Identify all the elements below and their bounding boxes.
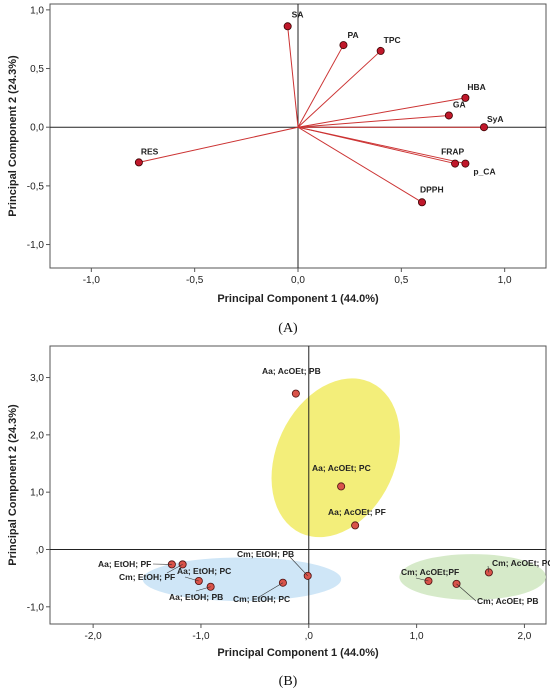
- y-tick-label: -0,5: [27, 181, 45, 192]
- sample-label: Aa; AcOEt; PF: [328, 507, 386, 517]
- variable-label: HBA: [467, 82, 485, 92]
- cluster-ellipse: [271, 378, 400, 538]
- variable-point: [451, 159, 460, 168]
- sample-point: [424, 577, 433, 586]
- cluster-ellipse: [399, 554, 546, 600]
- sample-label: Cm; EtOH; PF: [119, 572, 175, 582]
- sample-point: [291, 389, 300, 398]
- variable-point: [376, 46, 385, 55]
- leader-line: [195, 586, 211, 592]
- x-tick-label: 0,5: [394, 275, 408, 286]
- variable-label: TPC: [384, 35, 401, 45]
- y-axis-title: Principal Component 2 (24.3%): [7, 55, 19, 217]
- variable-point: [461, 159, 470, 168]
- sample-point: [194, 577, 203, 586]
- cluster-ellipse: [142, 557, 342, 602]
- x-tick-label: ,0: [305, 631, 314, 642]
- y-tick-label: -1,0: [27, 602, 45, 613]
- y-tick-label: 1,0: [30, 488, 44, 499]
- x-tick-label: -1,0: [192, 631, 210, 642]
- x-tick-label: 1,0: [410, 631, 424, 642]
- y-tick-label: 1,0: [30, 5, 44, 16]
- loading-vector: [297, 97, 466, 128]
- y-axis-title: Principal Component 2 (24.3%): [7, 404, 19, 566]
- leader-line: [166, 564, 183, 574]
- variable-point: [339, 41, 348, 50]
- sample-label: Cm; EtOH; PB: [237, 549, 294, 559]
- sample-label: Cm; AcOEt; PB: [477, 596, 539, 606]
- x-tick-label: -1,0: [83, 275, 101, 286]
- variable-label: RES: [141, 146, 159, 156]
- panel-caption: (B): [279, 674, 298, 689]
- sample-label: Aa; AcOEt; PC: [312, 463, 371, 473]
- loading-vector: [297, 44, 344, 128]
- loading-vector: [297, 50, 382, 128]
- variable-label: GA: [453, 99, 466, 109]
- sample-label: Aa; EtOH; PB: [169, 592, 223, 602]
- leader-line: [258, 582, 284, 598]
- y-tick-label: 3,0: [30, 373, 44, 384]
- leader-line: [487, 565, 490, 573]
- x-tick-label: -2,0: [85, 631, 103, 642]
- variable-label: SyA: [487, 114, 504, 124]
- loading-vector: [297, 114, 449, 128]
- loading-vector: [287, 26, 299, 128]
- y-tick-label: 2,0: [30, 430, 44, 441]
- sample-label: Aa; EtOH; PF: [98, 559, 151, 569]
- loading-vector: [138, 126, 299, 163]
- loading-plot: -1,0 -0,5 0,0 0,5 1,0 1,0 0,5 0,0 -0,5 -1,0 Princi…: [7, 3, 547, 336]
- variable-label: SA: [292, 9, 304, 19]
- variable-point: [134, 158, 143, 167]
- x-axis-title: Principal Component 1 (44.0%): [217, 647, 379, 659]
- variable-point: [283, 22, 292, 31]
- sample-point: [351, 521, 360, 530]
- sample-label: Cm; EtOH; PC: [233, 594, 290, 604]
- x-tick-label: 1,0: [498, 275, 512, 286]
- y-tick-label: ,0: [36, 545, 45, 556]
- sample-label: Aa; EtOH; PC: [177, 566, 231, 576]
- variable-point: [417, 198, 426, 207]
- variable-point: [444, 111, 453, 120]
- x-tick-label: 0,0: [291, 275, 305, 286]
- score-plot: -2,0 -1,0 ,0 1,0 2,0 3,0 2,0 1,0 ,0 -1,0 Principal…: [7, 345, 550, 689]
- sample-label: Aa; AcOEt; PB: [262, 366, 321, 376]
- variable-label: FRAP: [441, 147, 464, 157]
- sample-label: Cm; AcOEt; PC: [492, 558, 550, 568]
- variable-point: [479, 123, 488, 132]
- leader-line: [415, 577, 429, 582]
- variable-label: DPPH: [420, 184, 444, 194]
- y-tick-label: -1,0: [27, 240, 45, 251]
- panel-caption: (A): [278, 321, 298, 336]
- leader-line: [456, 583, 477, 602]
- x-tick-label: -0,5: [186, 275, 204, 286]
- loading-vector: [297, 126, 466, 165]
- variable-label: PA: [347, 30, 358, 40]
- leader-line: [289, 556, 308, 577]
- loading-vector: [297, 126, 423, 203]
- x-tick-label: 2,0: [517, 631, 531, 642]
- sample-label: Cm; AcOEt;PF: [401, 567, 459, 577]
- y-tick-label: 0,5: [30, 64, 44, 75]
- y-tick-label: 0,0: [30, 123, 44, 134]
- x-axis-title: Principal Component 1 (44.0%): [217, 293, 379, 305]
- variable-point: [461, 93, 470, 102]
- leader-line: [184, 576, 199, 582]
- variable-label: p_CA: [473, 167, 495, 177]
- sample-point: [337, 482, 346, 491]
